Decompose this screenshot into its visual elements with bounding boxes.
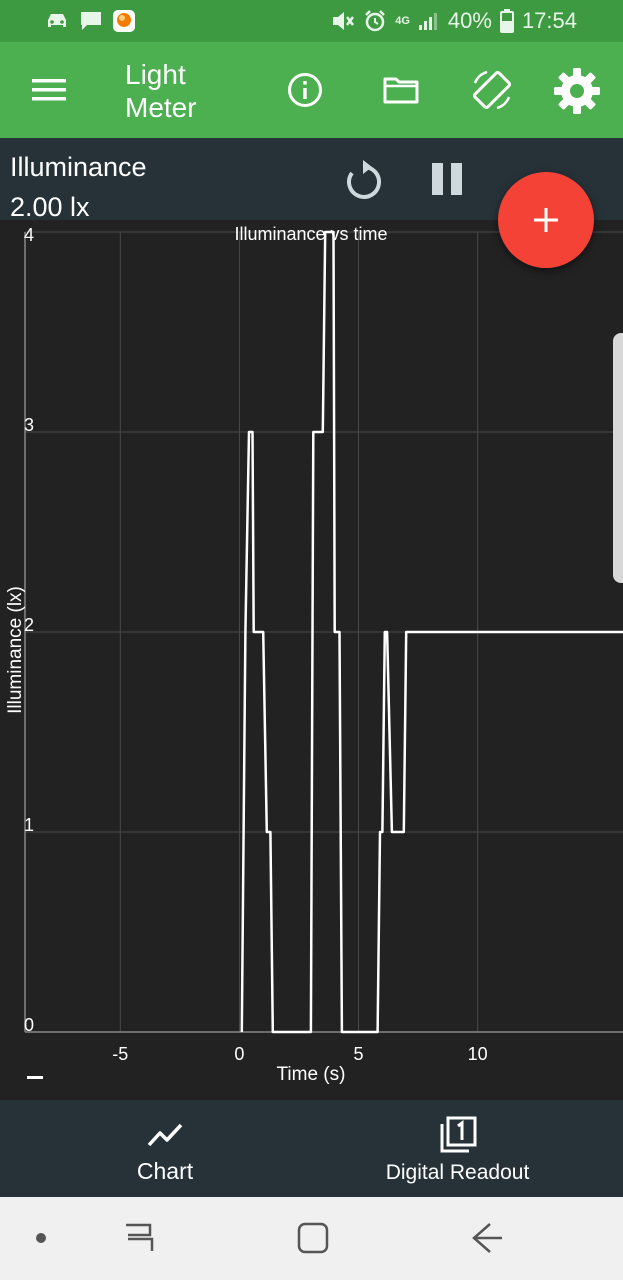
y-tick-label: 0	[24, 1015, 34, 1035]
illuminance-chart[interactable]: -5 0 5 10 0 1 2 3 4 Illuminance vs time Time (s)…	[0, 220, 623, 1100]
nav-digital-readout[interactable]: Digital Readout	[370, 1100, 545, 1197]
menu-icon	[32, 79, 66, 101]
signal-icon	[418, 13, 437, 30]
chart-area[interactable]: -5 0 5 10 0 1 2 3 4 Illuminance vs time Time (s)…	[0, 220, 623, 1100]
recent-apps-icon[interactable]	[122, 1221, 156, 1255]
alarm-icon	[365, 10, 386, 32]
x-tick-label: -5	[112, 1044, 128, 1064]
bottom-navigation: Chart Digital Readout	[0, 1100, 623, 1197]
system-status: 4G 40% 17:54	[331, 0, 577, 42]
y-tick-label: 2	[24, 615, 34, 635]
message-icon	[81, 12, 101, 30]
menu-button[interactable]	[22, 64, 76, 116]
screen-rotation-icon	[472, 70, 512, 110]
settings-button[interactable]	[548, 62, 606, 120]
reset-button[interactable]	[336, 154, 390, 208]
app-bar: Light Meter	[0, 42, 623, 138]
x-axis-label: Time (s)	[277, 1064, 346, 1085]
x-tick-label: 10	[468, 1044, 488, 1064]
y-tick-label: 1	[24, 815, 34, 835]
info-icon	[288, 73, 322, 107]
notification-icons	[44, 9, 136, 33]
app-title: Light Meter	[125, 59, 197, 123]
illuminance-series-line	[240, 230, 623, 1034]
status-bar: 4G 40% 17:54	[0, 0, 623, 42]
y-tick-label: 4	[24, 225, 34, 245]
chart-title: Illuminance vs time	[234, 224, 387, 244]
settings-icon	[554, 68, 600, 114]
chart-icon	[147, 1123, 183, 1147]
mute-icon	[333, 12, 355, 30]
network-type-label: 4G	[395, 15, 410, 27]
screen-rotation-button[interactable]	[464, 62, 520, 118]
folder-icon	[383, 77, 419, 104]
add-fab[interactable]	[498, 172, 594, 268]
sensor-value: 2.00 lx	[10, 192, 90, 222]
info-button[interactable]	[280, 64, 330, 116]
home-icon[interactable]	[296, 1221, 330, 1255]
back-icon[interactable]	[470, 1221, 504, 1255]
edge-panel-handle[interactable]	[613, 333, 623, 583]
system-navigation-bar	[0, 1197, 623, 1280]
sensor-name: Illuminance	[10, 152, 147, 182]
nav-digital-readout-label: Digital Readout	[385, 1161, 530, 1184]
add-icon	[534, 208, 558, 232]
clock: 17:54	[521, 8, 577, 33]
pause-button[interactable]	[422, 154, 472, 204]
digital-readout-icon	[440, 1116, 476, 1153]
app-notification-icon	[113, 10, 135, 32]
pause-icon	[432, 163, 462, 195]
dot-icon[interactable]	[34, 1231, 48, 1245]
zoom-out-control[interactable]	[27, 1076, 43, 1079]
y-tick-label: 3	[24, 415, 34, 435]
nav-chart[interactable]: Chart	[95, 1100, 235, 1197]
x-tick-label: 5	[354, 1044, 364, 1064]
nav-chart-label: Chart	[136, 1158, 194, 1184]
x-tick-label: 0	[234, 1044, 244, 1064]
car-icon	[48, 14, 66, 27]
y-axis-label: Illuminance (lx)	[5, 586, 26, 714]
folder-button[interactable]	[374, 64, 428, 116]
battery-percent: 40%	[447, 8, 492, 33]
battery-icon	[499, 9, 514, 33]
reset-icon	[347, 160, 382, 199]
